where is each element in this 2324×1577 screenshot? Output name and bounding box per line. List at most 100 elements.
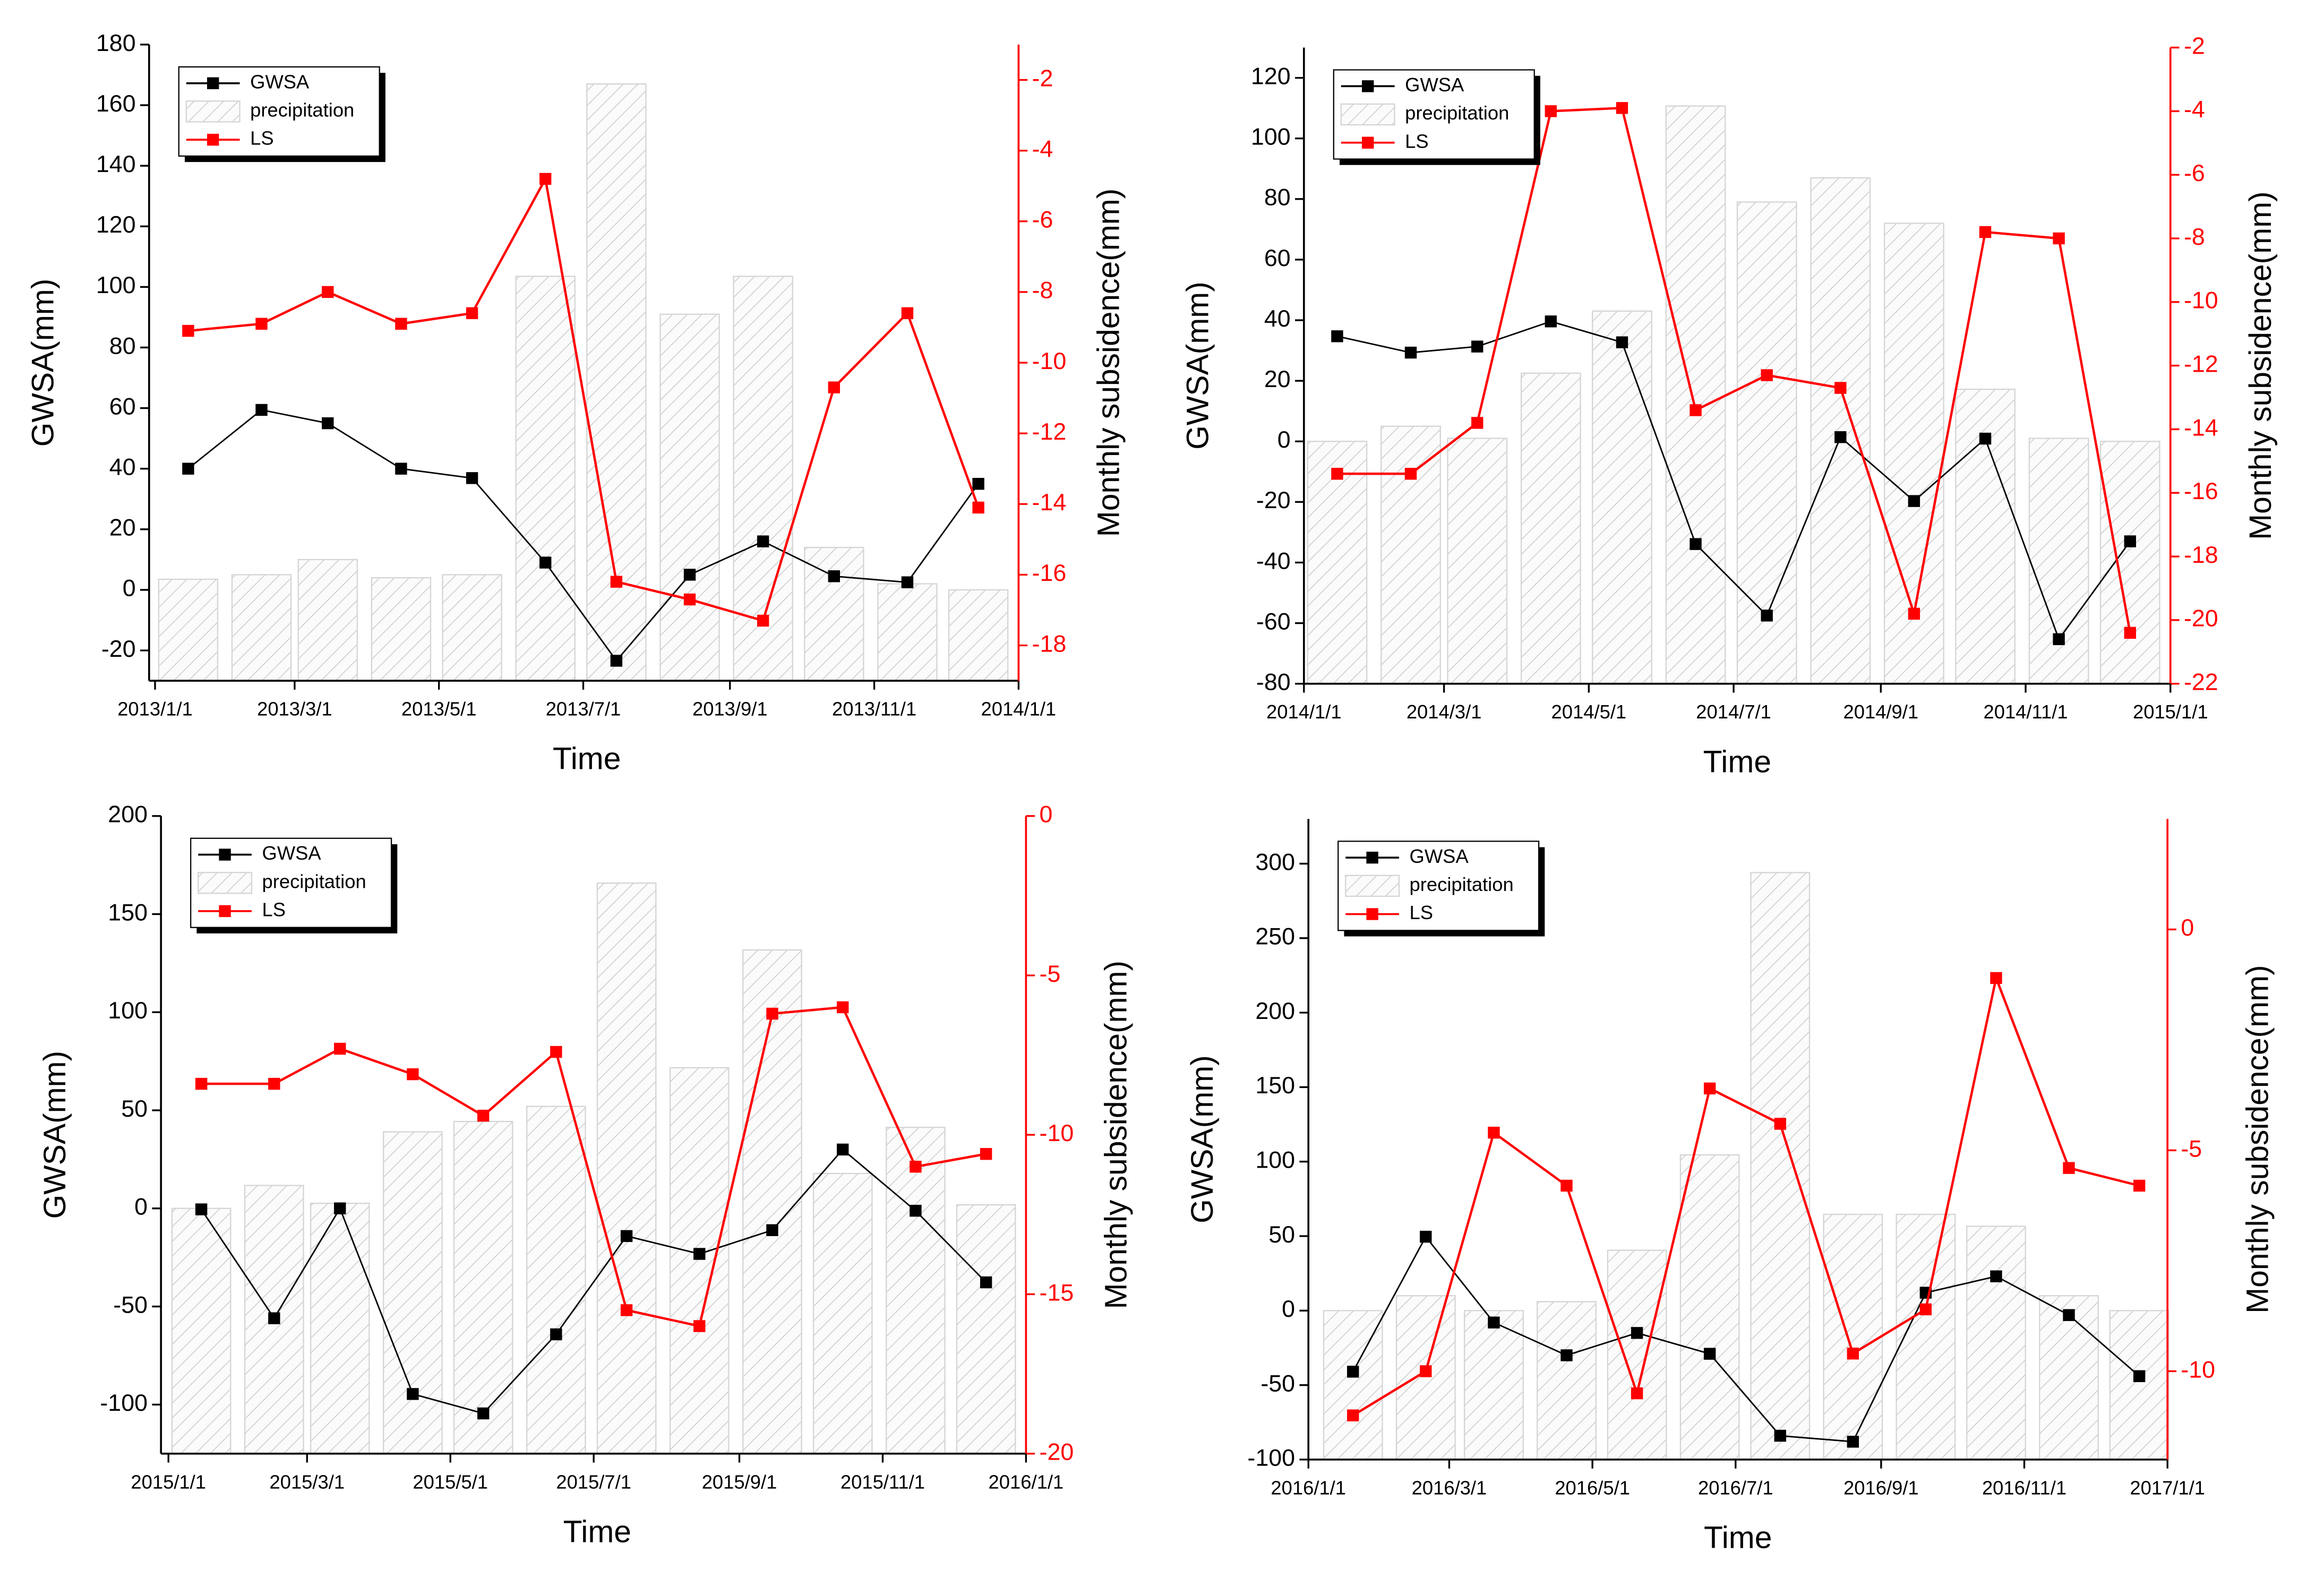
- y2-tick-label: -18: [1032, 630, 1067, 657]
- y-tick-label: 20: [1264, 366, 1291, 392]
- series-marker: [1420, 1365, 1432, 1377]
- y2-tick-label: -8: [2184, 224, 2205, 250]
- x-tick-label: 2014/9/1: [1843, 701, 1919, 723]
- precipitation-bar: [1896, 1213, 1956, 1460]
- x-tick-label: 2013/1/1: [117, 698, 193, 720]
- precipitation-bar: [586, 83, 647, 682]
- legend-swatch: [1345, 875, 1400, 897]
- series-marker: [1690, 538, 1702, 550]
- series-marker: [1761, 610, 1773, 622]
- series-marker: [1979, 432, 1992, 445]
- y-tick-label: 40: [1264, 305, 1291, 332]
- x-tick-label: 2014/5/1: [1551, 701, 1627, 723]
- series-marker: [2063, 1309, 2075, 1321]
- y2-tick-label: -12: [2184, 350, 2218, 377]
- precipitation-bar: [2028, 438, 2089, 684]
- series-marker: [610, 576, 623, 588]
- series-marker: [268, 1077, 280, 1090]
- series-marker: [1834, 382, 1847, 394]
- series-marker: [766, 1007, 778, 1020]
- series-line: [200, 1148, 987, 1415]
- series-marker: [182, 324, 194, 337]
- y2-tick-label: -2: [1032, 65, 1053, 91]
- x-tick-label: 2013/9/1: [692, 698, 768, 720]
- series-marker: [334, 1202, 346, 1214]
- series-marker: [550, 1045, 562, 1058]
- y2-tick-label: -14: [1032, 489, 1067, 516]
- chart: -80 -60 -40 -20 0 20 40 60 80 100 120 -22 -20 -18 -16 -…: [1180, 32, 2277, 779]
- y2-tick-label: -20: [1040, 1438, 1074, 1465]
- series-marker: [1979, 226, 1992, 238]
- y2-tick-label: -15: [1040, 1279, 1074, 1306]
- legend-label: precipitation: [250, 99, 354, 121]
- legend-label: GWSA: [1405, 74, 1464, 96]
- y-tick-label: 120: [1251, 63, 1291, 89]
- legend-label: GWSA: [1410, 845, 1469, 867]
- series-marker: [1560, 1179, 1573, 1192]
- series-marker: [910, 1205, 922, 1217]
- precipitation-bar: [1395, 1295, 1456, 1460]
- x-tick-label: 2014/3/1: [1407, 701, 1482, 723]
- x-tick-label: 2016/3/1: [1412, 1477, 1487, 1498]
- x-axis-label: Time: [1703, 744, 1771, 779]
- precipitation-bar: [1810, 177, 1871, 684]
- series-marker: [1908, 607, 1920, 620]
- series-marker: [693, 1320, 706, 1332]
- x-tick-label: 2015/1/1: [131, 1471, 206, 1493]
- x-tick-label: 2016/7/1: [1698, 1477, 1773, 1498]
- precipitation-bar: [231, 574, 292, 682]
- series-marker: [477, 1407, 490, 1420]
- series-marker: [1545, 315, 1557, 328]
- y-tick-label: 0: [123, 575, 136, 602]
- series-marker: [901, 576, 914, 588]
- x-axis-label: Time: [563, 1514, 631, 1549]
- legend-marker: [207, 77, 219, 89]
- series-marker: [2063, 1162, 2075, 1174]
- y-tick-label: -20: [101, 636, 136, 662]
- series-marker: [1847, 1347, 1859, 1360]
- x-tick-label: 2015/1/1: [2133, 701, 2208, 723]
- series-marker: [620, 1230, 633, 1242]
- precipitation-bar: [804, 546, 864, 682]
- series-marker: [407, 1068, 419, 1081]
- series-marker: [910, 1161, 922, 1173]
- legend-swatch: [1340, 103, 1395, 126]
- series-marker: [1774, 1118, 1786, 1130]
- y2-tick-label: 0: [2181, 914, 2194, 941]
- x-axis-label: Time: [1704, 1521, 1772, 1555]
- series-line: [188, 175, 980, 622]
- x-tick-label: 2016/1/1: [989, 1471, 1064, 1493]
- y-tick-label: 50: [121, 1095, 148, 1122]
- y-tick-label: -50: [113, 1291, 148, 1318]
- legend-marker: [1366, 908, 1378, 920]
- series-line: [187, 409, 979, 662]
- series-line: [1352, 974, 2140, 1417]
- series-marker: [828, 381, 841, 393]
- x-tick-label: 2013/11/1: [832, 698, 916, 720]
- x-tick-label: 2014/1/1: [1266, 701, 1342, 723]
- series-marker: [2133, 1179, 2146, 1192]
- series-marker: [2053, 232, 2065, 245]
- legend-label: precipitation: [1405, 102, 1509, 124]
- series-marker: [466, 472, 478, 484]
- y-tick-label: 200: [108, 801, 148, 828]
- series-marker: [972, 478, 984, 490]
- y2-tick-label: -18: [2184, 542, 2218, 568]
- y-axis-label: GWSA(mm): [25, 279, 60, 447]
- series-marker: [1471, 340, 1483, 353]
- legend-label: precipitation: [1410, 873, 1514, 895]
- legend-marker: [1361, 80, 1374, 92]
- precipitation-bar: [1592, 310, 1652, 684]
- legend-swatch: [185, 100, 241, 123]
- precipitation-bar: [1750, 872, 1811, 1460]
- y2-tick-label: -10: [2184, 287, 2218, 314]
- x-tick-label: 2015/11/1: [841, 1471, 925, 1493]
- x-tick-label: 2016/5/1: [1555, 1477, 1630, 1498]
- series-marker: [395, 462, 407, 475]
- series-marker: [395, 318, 407, 330]
- precipitation-bar: [956, 1204, 1016, 1454]
- x-tick-label: 2016/9/1: [1843, 1477, 1919, 1498]
- y-tick-label: 60: [109, 393, 136, 419]
